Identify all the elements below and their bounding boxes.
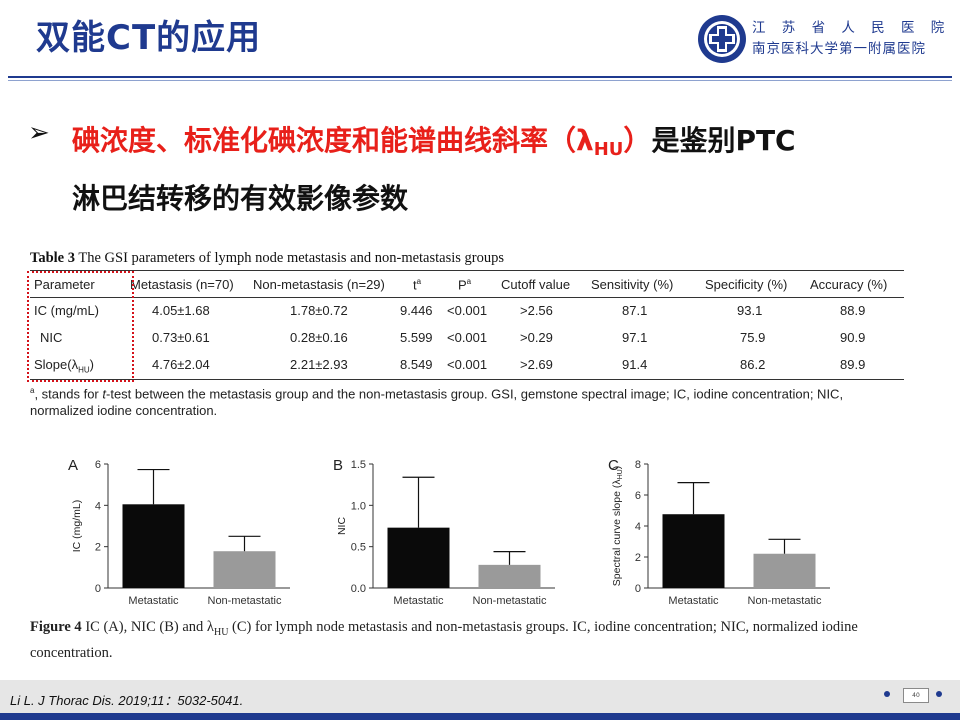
table-cell: 0.73±0.61: [152, 330, 210, 345]
table-top-rule: [30, 270, 904, 271]
chart-y-tick-label: 2: [635, 552, 641, 564]
slide-title: 双能CT的应用: [36, 18, 262, 58]
chart-y-tick-label: 1.5: [351, 459, 366, 471]
chart-y-axis-label: NIC: [336, 517, 348, 536]
table-cell: >2.69: [520, 357, 553, 372]
table-cell: 97.1: [622, 330, 648, 345]
key-point-line1: 碘浓度、标准化碘浓度和能谱曲线斜率（λHU）是鉴别PTC: [72, 119, 796, 160]
chart-y-tick-label: 6: [635, 490, 641, 502]
chart-y-tick-label: 1.0: [351, 500, 366, 512]
table-header-rule: [30, 297, 904, 298]
table-header-sensitivity: Sensitivity (%): [591, 277, 674, 292]
header-divider: [8, 76, 952, 78]
table-cell: 89.9: [840, 357, 866, 372]
key-point-red-text: 碘浓度、标准化碘浓度和能谱曲线斜率（λ: [72, 124, 594, 157]
table-header-specificity: Specificity (%): [705, 277, 788, 292]
chart-y-axis-label: IC (mg/mL): [71, 500, 83, 553]
bullet-arrow-icon: ➢: [28, 118, 50, 148]
table-cell: 75.9: [740, 330, 766, 345]
key-point-red-close: ）: [623, 124, 652, 157]
chart-y-axis-label: Spectral curve slope (λHU): [611, 466, 624, 586]
figure-caption: Figure 4 IC (A), NIC (B) and λHU (C) for…: [30, 619, 858, 661]
chart-y-tick-label: 2: [95, 542, 101, 554]
table-cell: <0.001: [447, 330, 488, 345]
chart-y-tick-label: 0.0: [351, 583, 366, 595]
key-point-subscript: HU: [593, 139, 624, 160]
chart-bar: [662, 514, 725, 588]
chart-panel-letter: B: [333, 457, 343, 474]
hospital-affiliation: 南京医科大学第一附属医院: [752, 41, 926, 57]
hospital-name: 江 苏 省 人 民 医 院: [752, 20, 951, 36]
chart-y-tick-label: 0: [95, 583, 101, 595]
parameter-highlight-box: [27, 271, 134, 382]
table-bottom-rule: [30, 379, 904, 380]
header-divider-thin: [8, 80, 952, 81]
table-cell: 88.9: [840, 303, 866, 318]
footer-dot-icon: [884, 691, 890, 697]
footer-stripe: [0, 713, 960, 720]
table-cell: 87.1: [622, 303, 648, 318]
table-cell: 8.549: [400, 357, 433, 372]
table-cell: 86.2: [740, 357, 766, 372]
table-cell: <0.001: [447, 357, 488, 372]
chart-y-tick-label: 6: [95, 459, 101, 471]
table-cell: 1.78±0.72: [290, 303, 348, 318]
chart-x-tick-label: Non-metastatic: [748, 595, 822, 607]
table-cell: 4.05±1.68: [152, 303, 210, 318]
table-cell: IC (mg/mL): [34, 303, 99, 318]
table-header-t: ta: [413, 277, 422, 293]
table-caption-label: Table 3: [30, 250, 75, 266]
table-cell: Slope(λHU): [34, 357, 94, 375]
chart-panel-b: B NIC 0.0 0.5 1.0 1.5 Metastatic Non-metastatic: [333, 457, 555, 607]
chart-y-tick-label: 8: [635, 459, 641, 471]
chart-y-tick-label: 0: [635, 583, 641, 595]
chart-panel-a: A IC (mg/mL) 0 2 4 6 Metastatic Non-metastatic: [68, 457, 290, 607]
key-point-line2: 淋巴结转移的有效影像参数: [72, 182, 409, 215]
chart-panel-letter: A: [68, 457, 78, 474]
chart-x-tick-label: Metastatic: [668, 595, 719, 607]
table-cell: >2.56: [520, 303, 553, 318]
table-header-parameter: Parameter: [34, 277, 95, 292]
table-cell: 93.1: [737, 303, 763, 318]
chart-y-tick-label: 4: [95, 500, 101, 512]
chart-bar: [478, 564, 541, 588]
table-cell: 2.21±2.93: [290, 357, 348, 372]
table-cell: NIC: [40, 330, 63, 345]
chart-bar: [213, 551, 276, 588]
page-number: 40: [903, 688, 929, 703]
chart-x-tick-label: Non-metastatic: [208, 595, 282, 607]
table-header-p: Pa: [458, 277, 472, 293]
table-cell: 90.9: [840, 330, 866, 345]
chart-bar: [122, 504, 185, 588]
table-cell: 9.446: [400, 303, 433, 318]
chart-panel-letter: C: [608, 457, 619, 474]
key-point-black-text: 是鉴别PTC: [651, 124, 796, 157]
chart-x-tick-label: Non-metastatic: [473, 595, 547, 607]
chart-x-tick-label: Metastatic: [393, 595, 444, 607]
chart-y-tick-label: 4: [635, 521, 641, 533]
chart-x-tick-label: Metastatic: [128, 595, 179, 607]
table-cell: <0.001: [447, 303, 488, 318]
table-header-accuracy: Accuracy (%): [810, 277, 888, 292]
chart-y-tick-label: 0.5: [351, 542, 366, 554]
table-cell: 5.599: [400, 330, 433, 345]
table-cell: >0.29: [520, 330, 553, 345]
citation: Li L. J Thorac Dis. 2019;11：5032-5041.: [10, 693, 244, 708]
table-caption: Table 3 The GSI parameters of lymph node…: [30, 250, 504, 267]
table-caption-text: The GSI parameters of lymph node metasta…: [78, 250, 505, 266]
chart-bar: [387, 527, 450, 588]
table-cell: 0.28±0.16: [290, 330, 348, 345]
table-cell: 4.76±2.04: [152, 357, 210, 372]
table-cell: 91.4: [622, 357, 648, 372]
table-header-non-metastasis: Non-metastasis (n=29): [253, 277, 385, 292]
hospital-logo-icon: [698, 15, 746, 63]
chart-bar: [753, 553, 816, 588]
footer-dot-icon: [936, 691, 942, 697]
table-footnote: a, stands for t-test between the metasta…: [30, 386, 844, 419]
table-header-cutoff: Cutoff value: [501, 277, 571, 292]
table-header-metastasis: Metastasis (n=70): [130, 277, 234, 292]
